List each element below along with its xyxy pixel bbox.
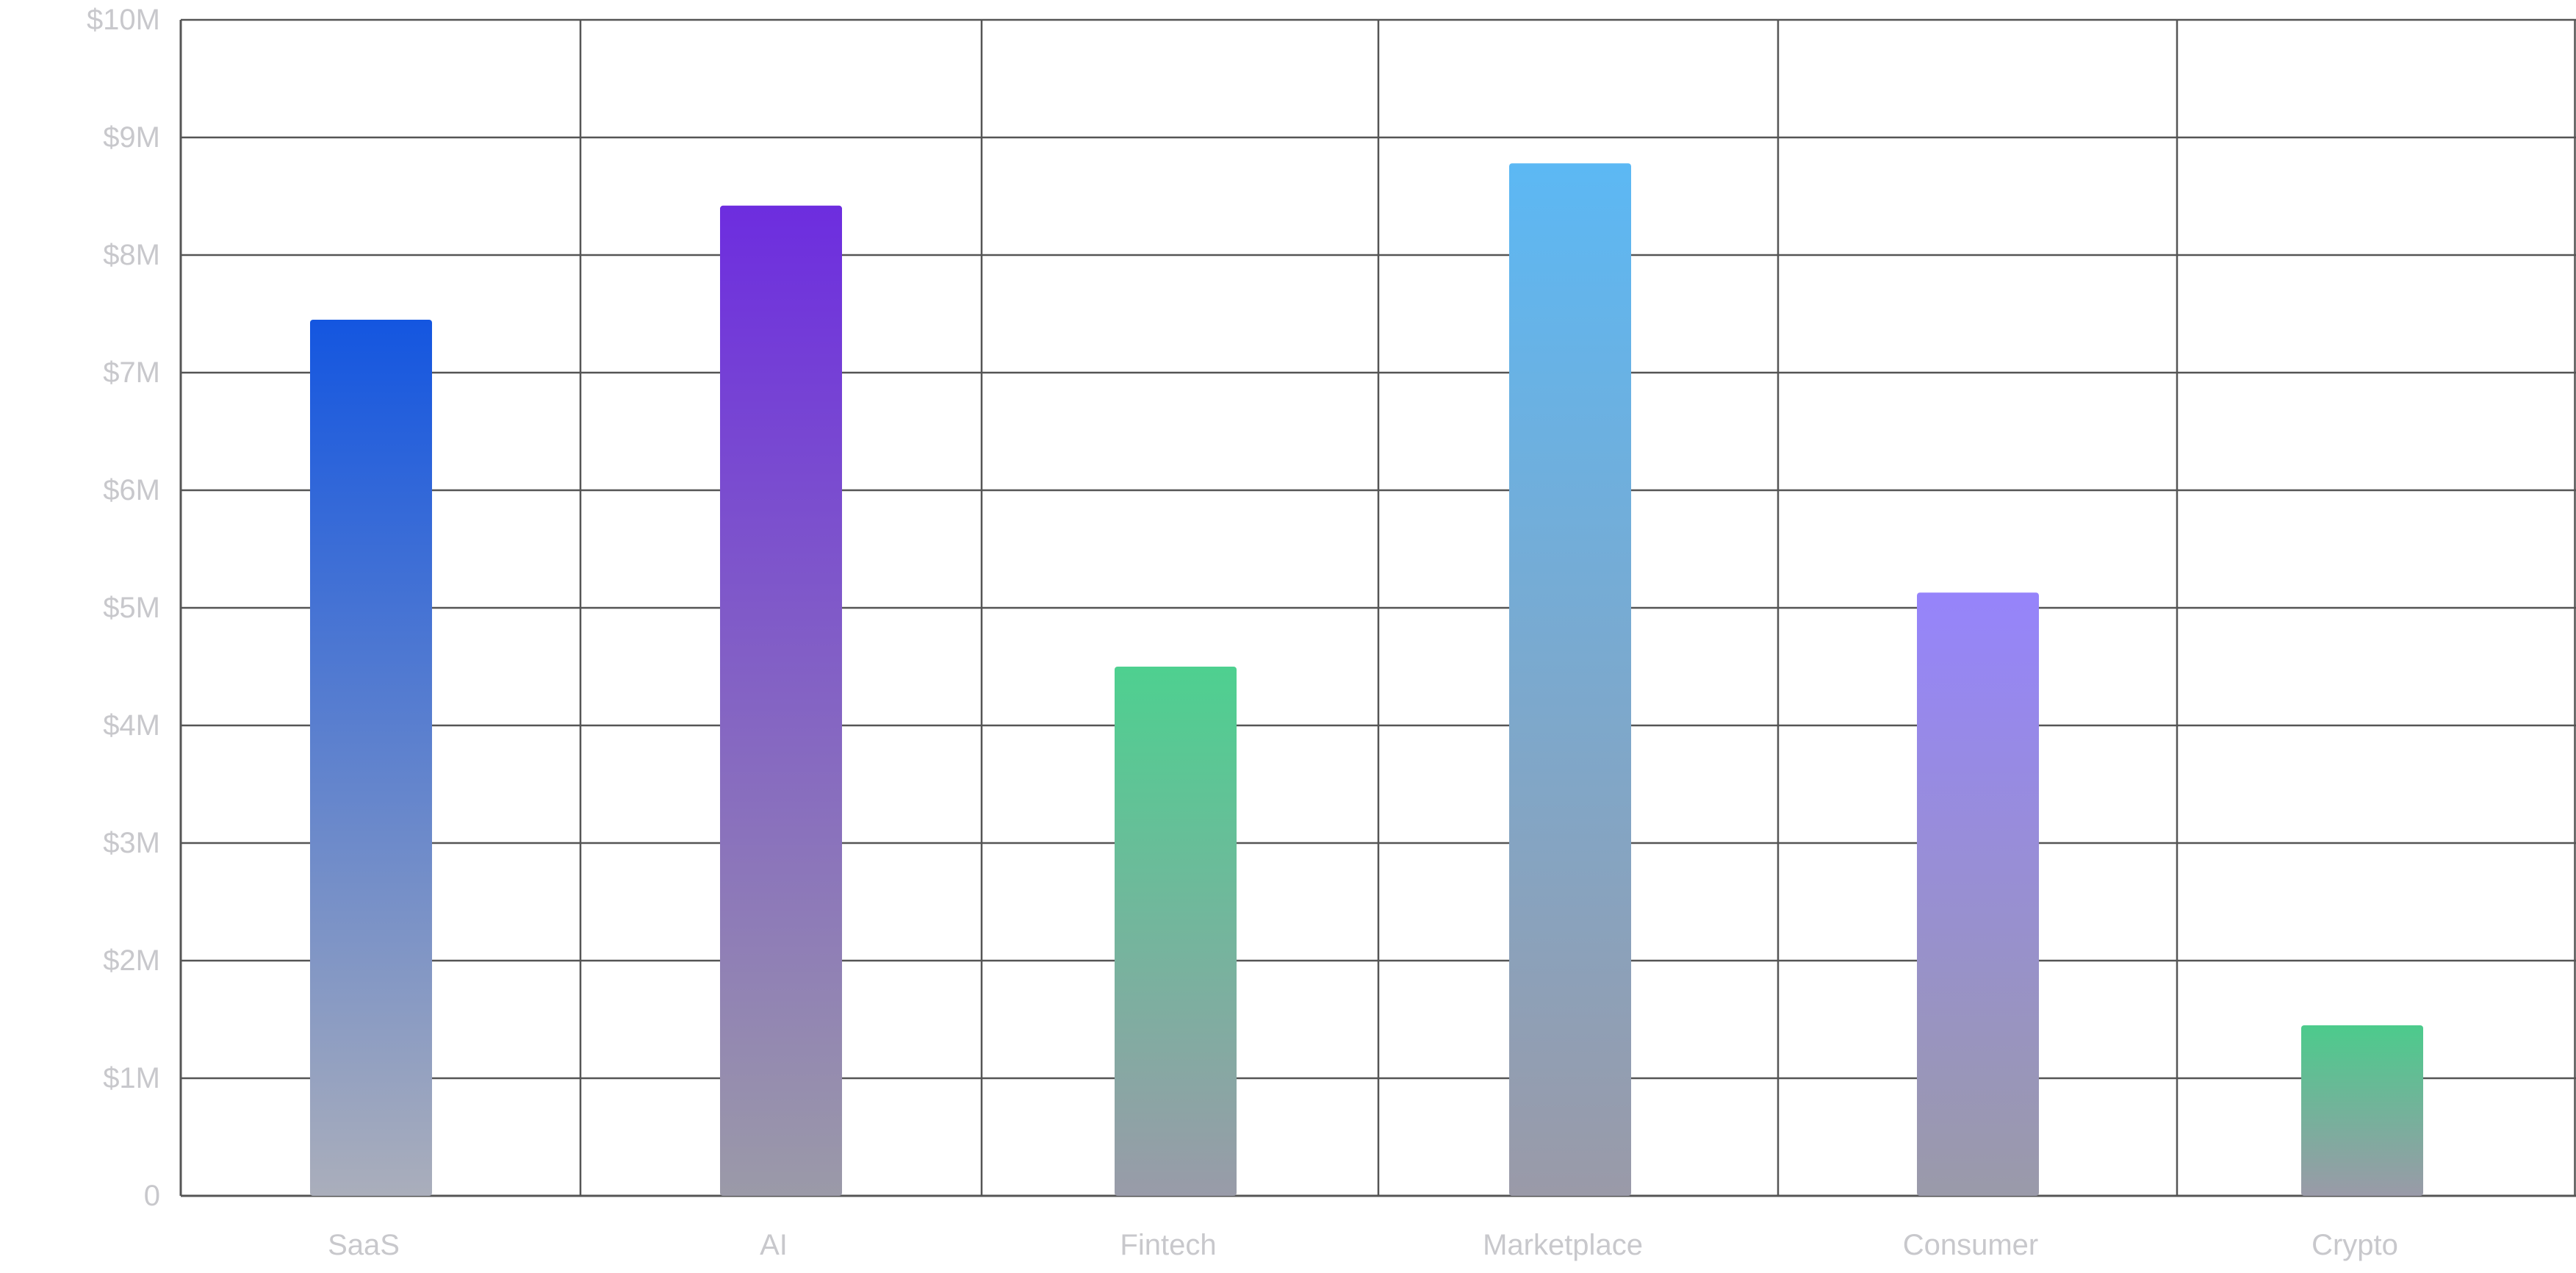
x-category-label: Marketplace	[1483, 1229, 1643, 1261]
bar-consumer	[1917, 592, 2039, 1196]
bar-ai	[720, 205, 842, 1196]
y-tick-label: $8M	[103, 239, 160, 271]
x-category-label: SaaS	[328, 1229, 400, 1261]
x-category-label: Consumer	[1903, 1229, 2039, 1261]
y-tick-label: $3M	[103, 827, 160, 859]
bar-crypto	[2301, 1025, 2423, 1196]
y-tick-label: $1M	[103, 1062, 160, 1094]
y-tick-label: $10M	[87, 4, 160, 36]
y-tick-label: $2M	[103, 944, 160, 977]
y-tick-label: 0	[144, 1180, 160, 1212]
bar-fintech	[1115, 667, 1237, 1196]
y-tick-label: $4M	[103, 709, 160, 742]
y-tick-label: $6M	[103, 474, 160, 506]
x-category-label: AI	[760, 1229, 788, 1261]
grid-lines	[179, 18, 2576, 1197]
y-tick-label: $7M	[103, 356, 160, 389]
x-category-label: Fintech	[1120, 1229, 1216, 1261]
y-tick-label: $5M	[103, 592, 160, 624]
bar-marketplace	[1509, 163, 1631, 1197]
x-axis-category-labels: SaaS AI Fintech Marketplace Consumer Crypto	[328, 1229, 2398, 1261]
bars	[310, 163, 2423, 1197]
bar-saas	[310, 320, 432, 1196]
x-category-label: Crypto	[2311, 1229, 2398, 1261]
y-tick-label: $9M	[103, 121, 160, 154]
y-axis-tick-labels: 0 $1M $2M $3M $4M $5M $6M $7M $8M $9M $10M	[87, 4, 160, 1212]
